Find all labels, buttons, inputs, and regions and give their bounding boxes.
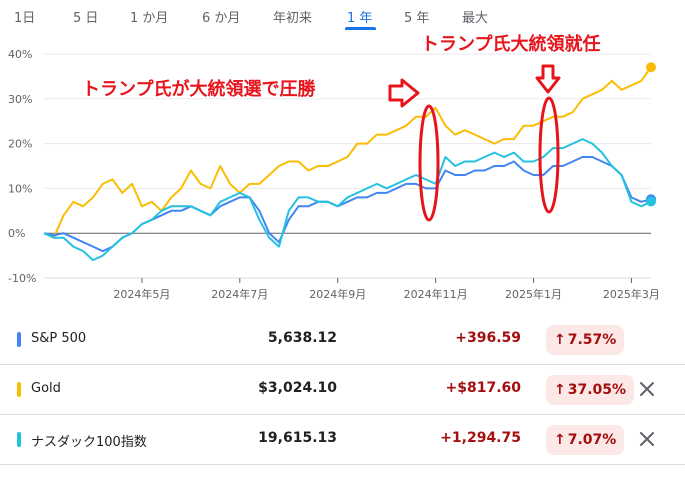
percent-change-value: 37.05%: [567, 382, 627, 398]
series-swatch-gold: [17, 382, 21, 397]
percent-change-value: 7.57%: [567, 332, 617, 348]
percent-change-badge: ↑ 37.05%: [546, 375, 635, 405]
instrument-price: 19,615.13: [258, 430, 337, 446]
y-tick-label: 30%: [8, 93, 32, 106]
instrument-change: +1,294.75: [440, 430, 521, 446]
series-endpoint-gold: [646, 62, 656, 73]
tab-1-day[interactable]: 1日: [14, 11, 36, 26]
close-icon[interactable]: [637, 379, 657, 399]
series-line-sp500: [43, 156, 652, 253]
chart-lines: [43, 62, 656, 262]
arrow-up-icon: ↑: [554, 382, 566, 398]
x-tick-label: 2024年9月: [309, 287, 366, 301]
list-item[interactable]: Gold $3,024.10 +$817.60 ↑ 37.05%: [0, 365, 685, 415]
comparison-chart[interactable]: 40% 30% 20% 10% 0% -10% 2024年5月 2024年7月 2024年9月…: [0, 30, 685, 310]
instrument-change: +396.59: [455, 330, 521, 346]
range-tabs: 1日 5 日 1 か月 6 か月 年初来 1 年 5 年 最大: [0, 0, 685, 30]
instrument-price: $3,024.10: [258, 380, 337, 396]
annotation-election-label: トランプ氏が大統領選で圧勝: [82, 78, 316, 100]
y-tick-label: 10%: [8, 182, 32, 195]
tab-max[interactable]: 最大: [462, 11, 489, 26]
y-tick-label: 0%: [8, 227, 25, 240]
x-tick-label: 2024年7月: [211, 287, 268, 301]
y-tick-label: 20%: [8, 138, 32, 151]
series-endpoint-nasdaq100: [646, 196, 656, 207]
y-axis-labels: 40% 30% 20% 10% 0% -10%: [8, 48, 36, 285]
tab-5-days[interactable]: 5 日: [73, 11, 99, 26]
arrow-up-icon: ↑: [554, 332, 566, 348]
y-tick-label: -10%: [8, 272, 36, 285]
list-item[interactable]: S&P 500 5,638.12 +396.59 ↑ 7.57%: [0, 315, 685, 365]
percent-change-badge: ↑ 7.07%: [546, 425, 625, 455]
tab-6-months[interactable]: 6 か月: [202, 11, 241, 26]
arrow-down-icon: [535, 64, 561, 94]
tab-1-month[interactable]: 1 か月: [130, 11, 169, 26]
active-tab-indicator: [345, 27, 376, 30]
election-highlight-ellipse: [418, 104, 440, 222]
series-swatch-nasdaq: [17, 432, 21, 447]
close-icon[interactable]: [637, 429, 657, 449]
instrument-name: S&P 500: [31, 331, 87, 346]
instrument-price: 5,638.12: [267, 330, 337, 346]
annotation-inauguration-label: トランプ氏大統領就任: [421, 33, 600, 55]
arrow-right-icon: [388, 78, 420, 108]
y-tick-label: 40%: [8, 48, 32, 61]
series-line-nasdaq100: [43, 138, 652, 262]
series-line-gold: [43, 66, 652, 239]
x-axis: 2024年5月 2024年7月 2024年9月 2024年11月 2025年1月 2025…: [44, 277, 660, 301]
comparison-list: S&P 500 5,638.12 +396.59 ↑ 7.57% Gold $3…: [0, 315, 685, 465]
instrument-change: +$817.60: [445, 380, 522, 396]
x-tick-label: 2024年11月: [404, 287, 468, 301]
list-item[interactable]: ナスダック100指数 19,615.13 +1,294.75 ↑ 7.07%: [0, 415, 685, 465]
x-tick-label: 2025年3月: [603, 287, 660, 301]
annotation-overlay: トランプ氏が大統領選で圧勝 トランプ氏大統領就任: [82, 33, 600, 222]
x-tick-label: 2025年1月: [505, 287, 562, 301]
x-tick-label: 2024年5月: [113, 287, 170, 301]
tab-ytd[interactable]: 年初来: [273, 11, 313, 26]
percent-change-value: 7.07%: [567, 432, 617, 448]
inauguration-highlight-ellipse: [538, 96, 560, 214]
percent-change-badge: ↑ 7.57%: [546, 325, 625, 355]
instrument-name: ナスダック100指数: [31, 435, 147, 450]
arrow-up-icon: ↑: [554, 432, 566, 448]
instrument-name: Gold: [31, 381, 61, 396]
series-swatch-sp500: [17, 332, 21, 347]
tab-5-years[interactable]: 5 年: [404, 11, 430, 26]
tab-1-year[interactable]: 1 年: [347, 11, 373, 26]
